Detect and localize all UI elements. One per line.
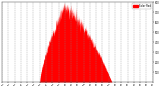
Legend: Solar Rad: Solar Rad [132, 3, 151, 9]
